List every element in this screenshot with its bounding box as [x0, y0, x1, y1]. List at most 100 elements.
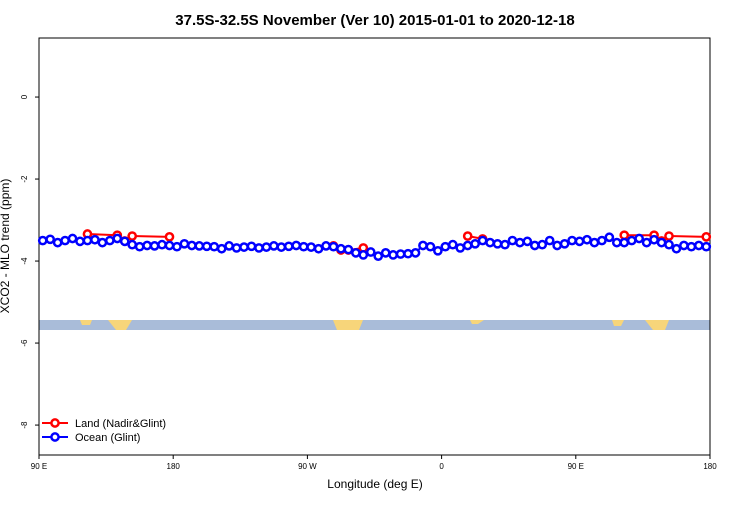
data-point: [343, 244, 354, 255]
data-point: [231, 243, 242, 253]
data-point: [157, 239, 167, 250]
x-tick-label: 180: [167, 462, 181, 471]
y-tick-label: -8: [20, 421, 29, 429]
data-point: [254, 243, 264, 253]
data-point: [544, 235, 555, 246]
data-point: [37, 235, 48, 246]
data-point: [388, 250, 398, 260]
data-point: [172, 241, 182, 252]
data-point: [186, 240, 197, 251]
data-point: [552, 240, 563, 251]
data-point: [119, 236, 130, 247]
data-point: [224, 241, 234, 251]
data-point: [626, 235, 637, 246]
x-tick-label: 90 E: [568, 462, 584, 471]
data-point: [75, 236, 85, 247]
data-point: [529, 240, 540, 251]
data-point: [328, 241, 339, 252]
data-point: [380, 248, 391, 258]
data-point: [216, 243, 227, 254]
data-point: [664, 239, 674, 250]
data-point: [194, 241, 205, 251]
data-point: [574, 236, 585, 247]
data-point: [470, 238, 480, 249]
data-point: [179, 238, 190, 249]
y-tick-label: -6: [20, 339, 29, 347]
data-point: [358, 250, 369, 260]
x-axis-label: Longitude (deg E): [327, 477, 422, 491]
data-point: [515, 237, 525, 248]
data-point: [671, 243, 682, 254]
data-point: [500, 239, 510, 250]
data-point: [664, 231, 674, 241]
chart-title: 37.5S-32.5S November (Ver 10) 2015-01-01…: [175, 12, 574, 29]
data-point: [395, 249, 406, 259]
x-tick-label: 90 E: [31, 462, 47, 471]
data-point: [455, 243, 466, 253]
data-point: [90, 234, 100, 245]
data-point: [261, 242, 272, 252]
data-point: [269, 241, 279, 251]
legend-marker: [50, 418, 60, 428]
data-point: [410, 248, 421, 258]
data-point: [97, 237, 108, 248]
data-point: [567, 235, 577, 246]
data-point: [306, 242, 316, 252]
data-point: [418, 240, 428, 251]
data-point: [485, 237, 495, 248]
legend-label: Land (Nadir&Glint): [75, 418, 166, 430]
data-point: [291, 240, 302, 251]
data-point: [82, 235, 93, 246]
data-point: [656, 237, 667, 248]
data-point: [619, 237, 630, 248]
data-point: [321, 241, 331, 251]
y-tick-label: -4: [20, 257, 29, 265]
y-tick-label: 0: [20, 94, 29, 99]
data-point: [127, 231, 138, 241]
data-point: [239, 242, 249, 252]
data-point: [604, 232, 615, 243]
data-point: [477, 235, 488, 246]
legend-label: Ocean (Glint): [75, 432, 140, 444]
data-point: [701, 241, 712, 252]
data-point: [537, 239, 548, 250]
data-point: [127, 239, 138, 250]
data-point: [403, 248, 413, 259]
data-point: [209, 241, 220, 252]
data-point: [582, 234, 592, 245]
data-point: [134, 241, 145, 252]
data-point: [276, 242, 287, 252]
data-point: [589, 237, 600, 248]
data-point: [522, 236, 533, 247]
y-tick-label: -2: [20, 175, 29, 183]
data-point: [440, 241, 451, 252]
data-point: [201, 241, 212, 252]
data-point: [45, 234, 56, 245]
data-point: [611, 237, 622, 248]
data-point: [298, 241, 309, 252]
data-point: [619, 230, 630, 241]
data-point: [373, 251, 384, 261]
data-point: [447, 239, 458, 250]
data-point: [686, 241, 697, 252]
data-point: [597, 235, 607, 246]
data-point: [142, 240, 152, 251]
y-axis-label: XCO2 - MLO trend (ppm): [0, 179, 12, 314]
data-point: [246, 241, 257, 252]
data-point: [149, 241, 160, 251]
data-point: [67, 233, 78, 244]
data-point: [462, 240, 473, 251]
data-point: [313, 243, 324, 254]
data-point: [634, 233, 645, 244]
data-point: [425, 241, 436, 252]
data-point: [112, 233, 123, 244]
data-point: [462, 231, 473, 241]
data-point: [507, 235, 518, 246]
data-point: [365, 247, 376, 257]
data-point: [492, 238, 503, 249]
data-point: [336, 243, 346, 254]
data-point: [559, 238, 570, 249]
data-point: [351, 248, 361, 258]
x-tick-label: 0: [439, 462, 444, 471]
